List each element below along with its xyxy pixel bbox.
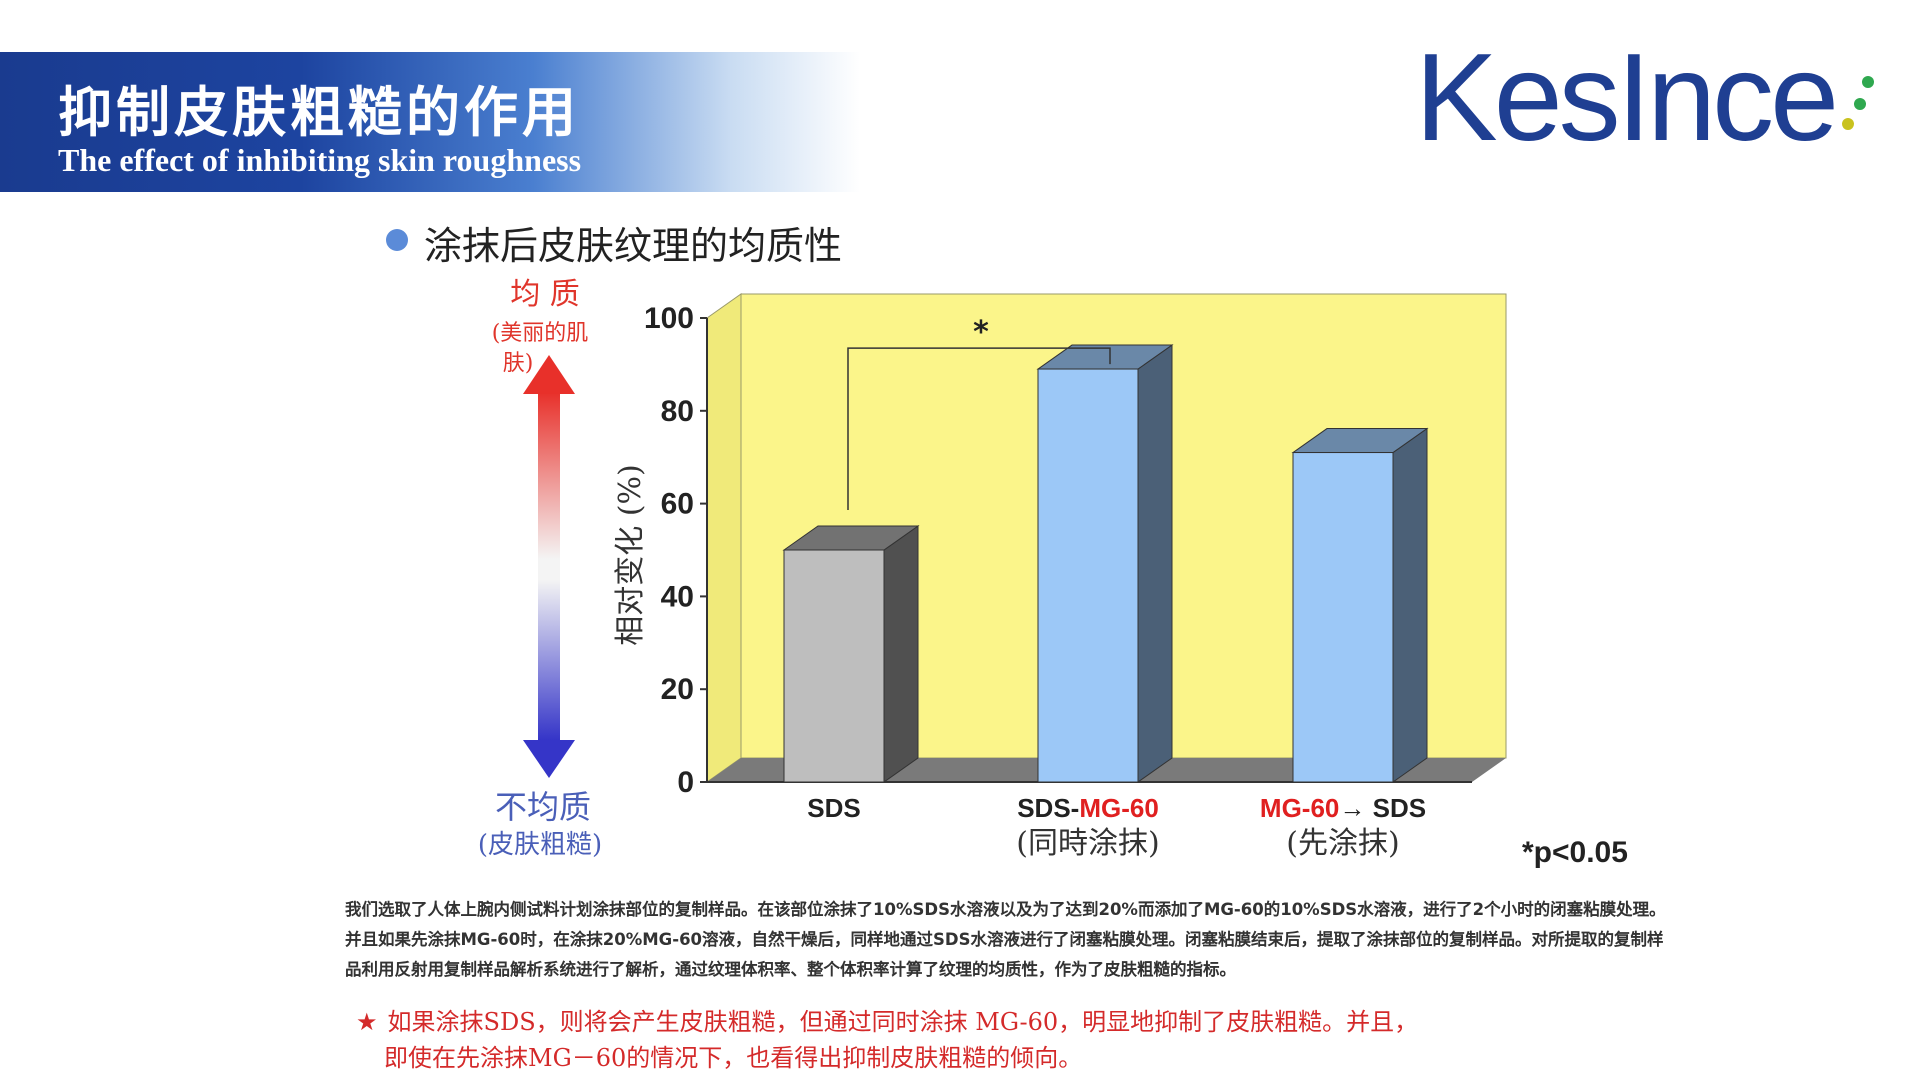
brand-logo: KesInce — [1415, 29, 1839, 167]
bar-side — [883, 525, 919, 783]
x-tick-sublabel: (同時涂抹) — [1016, 826, 1159, 861]
quality-scale-arrow — [523, 355, 575, 778]
bar-3 — [1291, 427, 1429, 783]
star-icon: ★ — [356, 1008, 378, 1036]
scale-bottom-label: 不均质 — [495, 788, 591, 826]
bullet-icon — [386, 229, 408, 251]
logo-dots-icon — [1842, 76, 1874, 130]
scale-top-label: 均 质 — [510, 277, 580, 312]
scale-bottom-sublabel: (皮肤粗糙) — [478, 830, 602, 860]
y-axis-label: 相对变化 (%) — [613, 464, 648, 645]
conclusion: ★ 如果涂抹SDS，则将会产生皮肤粗糙，但通过同时涂抹 MG-60，明显地抑制了皮… — [356, 1004, 1656, 1076]
y-tick-label: 80 — [661, 395, 694, 428]
header-banner — [0, 52, 860, 192]
y-tick-label: 100 — [644, 302, 694, 335]
bar-front — [1292, 452, 1394, 783]
bar-side — [1392, 427, 1428, 783]
x-tick-label: SDS-MG-60 — [1017, 793, 1159, 823]
bar-front — [783, 549, 885, 783]
page-title: 抑制皮肤粗糙的作用 — [58, 81, 580, 144]
bar-front — [1037, 368, 1139, 783]
method-description: 我们选取了人体上腕内侧试料计划涂抹部位的复制样品。在该部位涂抹了10%SDS水溶… — [345, 900, 1666, 979]
significance-marker: * — [973, 315, 989, 350]
significance-bracket: * — [847, 315, 1111, 510]
y-tick-label: 60 — [661, 488, 694, 521]
y-tick-label: 0 — [677, 766, 694, 799]
section-heading: 涂抹后皮肤纹理的均质性 — [424, 224, 843, 268]
scale-top-sublabel-2: 肤) — [503, 351, 534, 376]
conclusion-line-2: 即使在先涂抹MG－60的情况下，也看得出抑制皮肤粗糙的倾向。 — [384, 1044, 1083, 1072]
y-tick-label: 40 — [661, 580, 694, 613]
significance-note: *p<0.05 — [1522, 836, 1628, 869]
bracket-line — [847, 347, 1111, 510]
x-tick-sublabel: (先涂抹) — [1286, 826, 1399, 861]
x-tick-label: MG-60→ SDS — [1260, 793, 1426, 823]
page-subtitle: The effect of inhibiting skin roughness — [58, 142, 582, 178]
scale-top-sublabel: (美丽的肌 — [492, 321, 589, 346]
bar-side — [1137, 344, 1173, 783]
x-tick-label: SDS — [807, 793, 860, 823]
conclusion-line-1: 如果涂抹SDS，则将会产生皮肤粗糙，但通过同时涂抹 MG-60，明显地抑制了皮肤… — [387, 1008, 1419, 1036]
y-tick-label: 20 — [661, 673, 694, 706]
bar-2 — [1036, 344, 1174, 783]
bar-1 — [782, 525, 920, 783]
